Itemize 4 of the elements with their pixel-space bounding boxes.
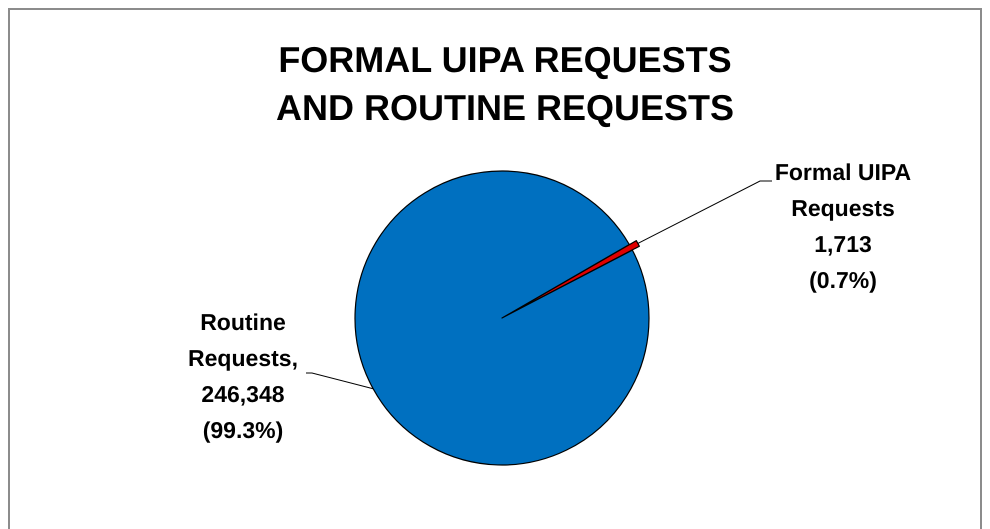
slice-label: Formal UIPA Requests bbox=[774, 159, 912, 221]
data-label: 1,713 (0.7%) bbox=[809, 231, 877, 293]
chart-title: FORMAL UIPA REQUESTS AND ROUTINE REQUESTS bbox=[276, 39, 734, 128]
slice-label: Routine Requests, 246,348 (99.3%) bbox=[188, 309, 298, 443]
